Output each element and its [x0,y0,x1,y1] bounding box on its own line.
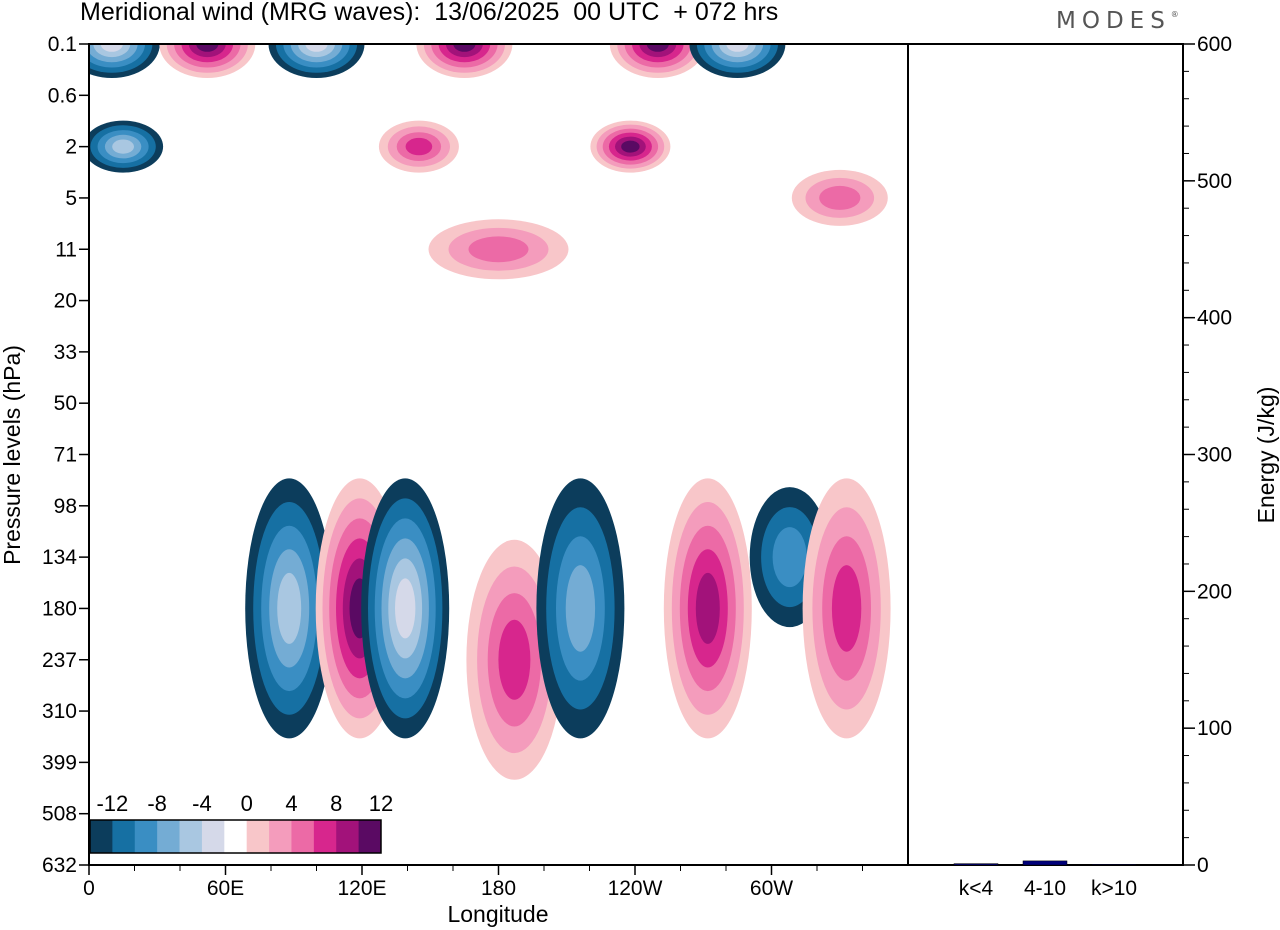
contour-negative-15-level-3 [565,565,596,652]
energy-frame [907,43,1184,866]
colorbar-tick-label: 0 [241,791,253,816]
contour-positive-3-level-5 [453,44,476,52]
contour-field [89,44,891,780]
energy-tick-label: 200 [1197,580,1232,603]
y-axis: 0.1 0.6 2 5 11 20 33 50 71 98 134 180 237 310 399 508 63… [42,33,89,877]
contour-positive-10-level-2 [468,236,529,263]
colorbar-swatch [358,820,382,853]
colorbar-swatch [157,820,180,853]
contour-positive-7-level-5 [621,140,640,153]
x-tick-label: 120E [337,877,386,900]
y-tick-label: 237 [42,649,77,672]
energy-tick-label: 0 [1197,854,1209,877]
energy-category-label: k<4 [959,877,994,900]
logo-text: MODES [1056,8,1171,34]
colorbar-swatch [246,820,270,853]
y-tick-label: 98 [54,495,77,518]
x-tick-label: 180 [481,877,516,900]
y-tick-label: 632 [42,854,77,877]
contour-negative-6-level-4 [112,139,134,154]
energy-tick-label: 500 [1197,170,1232,193]
energy-bar [1091,864,1137,866]
energy-axis-title: Energy (J/kg) [1253,387,1279,524]
colorbar-swatch [336,820,360,853]
colorbar-tick-label: 8 [330,791,342,816]
contour-negative-13-level-5 [395,578,416,639]
y-tick-label: 0.6 [48,84,77,107]
colorbar-swatch [179,820,203,853]
chart-title: Meridional wind (MRG waves): 13/06/2025 … [80,0,779,26]
contour-positive-1-level-5 [196,44,219,52]
colorbar-tick-label: 4 [285,791,297,816]
energy-bars: k<4 4-10 k>10 [953,860,1137,900]
contour-positive-18-level-3 [831,565,862,652]
y-tick-label: 50 [54,392,77,415]
colorbar-frame [89,819,382,854]
y-tick-label: 508 [42,803,77,826]
y-tick-label: 180 [42,597,77,620]
colorbar-swatch [90,820,113,853]
contour-negative-5-level-5 [726,44,749,52]
x-tick-label: 60W [750,877,793,900]
contour-positive-9-level-2 [819,185,861,210]
y-tick-label: 399 [42,751,77,774]
x-axis: 0 60E 120E 180 120W 60W [83,865,863,900]
y-tick-label: 33 [54,341,77,364]
colorbar-swatch [201,820,225,853]
colorbar: -12 -8 -4 0 4 8 12 [89,791,393,854]
colorbar-swatch [112,820,136,853]
contour-positive-14-level-3 [498,619,531,700]
energy-category-label: k>10 [1091,877,1137,900]
energy-tick-label: 300 [1197,444,1232,467]
y-tick-label: 2 [65,136,77,159]
colorbar-tick-label: -8 [147,791,167,816]
contour-negative-17-level-2 [772,527,807,588]
x-tick-label: 60E [207,877,244,900]
contour-positive-4-level-5 [646,44,669,52]
colorbar-swatch [224,820,248,853]
y-tick-label: 0.1 [48,33,77,56]
y-tick-label: 71 [54,444,77,467]
y-tick-label: 5 [65,187,77,210]
colorbar-swatch [269,820,292,853]
y-tick-label: 310 [42,700,77,723]
x-tick-label: 120W [608,877,663,900]
colorbar-swatch [313,820,337,853]
x-axis-title: Longitude [447,901,548,927]
contour-negative-2-level-5 [305,44,328,52]
colorbar-tick-label: -12 [96,791,128,816]
energy-bar [953,863,999,866]
energy-tick-label: 600 [1197,33,1232,56]
colorbar-swatch [291,820,315,853]
y-tick-label: 20 [54,290,77,313]
colorbar-tick-label: 12 [369,791,393,816]
contour-positive-8-level-3 [405,137,433,156]
energy-y-axis: 0 100 200 300 400 500 600 [1183,33,1232,877]
energy-category-label: 4-10 [1024,877,1066,900]
contour-negative-11-level-4 [277,572,302,644]
colorbar-tick-label: -4 [192,791,212,816]
energy-bar [1022,860,1068,866]
colorbar-swatch [134,820,158,853]
contour-negative-0-level-5 [100,44,123,52]
y-axis-title: Pressure levels (hPa) [0,345,25,565]
y-tick-label: 11 [55,238,77,261]
x-tick-label: 0 [83,877,95,900]
energy-tick-label: 100 [1197,717,1232,740]
modes-logo: MODES® [1056,8,1179,34]
contour-positive-16-level-4 [695,572,720,644]
energy-tick-label: 400 [1197,307,1232,330]
y-tick-label: 134 [42,546,77,569]
registered-mark: ® [1170,10,1179,19]
